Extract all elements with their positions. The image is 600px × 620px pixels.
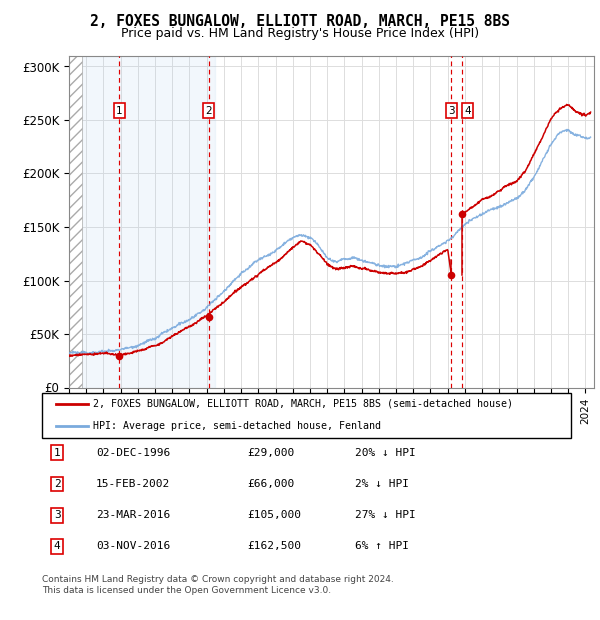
Text: 1: 1 (116, 105, 122, 115)
Text: 3: 3 (54, 510, 61, 520)
Text: 02-DEC-1996: 02-DEC-1996 (96, 448, 170, 458)
FancyBboxPatch shape (42, 393, 571, 438)
Text: 20% ↓ HPI: 20% ↓ HPI (355, 448, 416, 458)
Text: 27% ↓ HPI: 27% ↓ HPI (355, 510, 416, 520)
Text: 1: 1 (54, 448, 61, 458)
Text: £162,500: £162,500 (247, 541, 301, 551)
Text: 03-NOV-2016: 03-NOV-2016 (96, 541, 170, 551)
Text: Price paid vs. HM Land Registry's House Price Index (HPI): Price paid vs. HM Land Registry's House … (121, 27, 479, 40)
Text: £105,000: £105,000 (247, 510, 301, 520)
Text: 4: 4 (54, 541, 61, 551)
Text: HPI: Average price, semi-detached house, Fenland: HPI: Average price, semi-detached house,… (94, 421, 382, 431)
Text: 15-FEB-2002: 15-FEB-2002 (96, 479, 170, 489)
Text: 2, FOXES BUNGALOW, ELLIOTT ROAD, MARCH, PE15 8BS: 2, FOXES BUNGALOW, ELLIOTT ROAD, MARCH, … (90, 14, 510, 29)
Text: 2: 2 (54, 479, 61, 489)
Text: 23-MAR-2016: 23-MAR-2016 (96, 510, 170, 520)
Text: 3: 3 (448, 105, 455, 115)
Text: 6% ↑ HPI: 6% ↑ HPI (355, 541, 409, 551)
Text: £66,000: £66,000 (247, 479, 295, 489)
Bar (82, 56, 215, 388)
Text: 2: 2 (205, 105, 212, 115)
Text: Contains HM Land Registry data © Crown copyright and database right 2024.
This d: Contains HM Land Registry data © Crown c… (42, 575, 394, 595)
Text: £29,000: £29,000 (247, 448, 295, 458)
Text: 4: 4 (464, 105, 470, 115)
Text: 2, FOXES BUNGALOW, ELLIOTT ROAD, MARCH, PE15 8BS (semi-detached house): 2, FOXES BUNGALOW, ELLIOTT ROAD, MARCH, … (94, 399, 513, 409)
Text: 2% ↓ HPI: 2% ↓ HPI (355, 479, 409, 489)
